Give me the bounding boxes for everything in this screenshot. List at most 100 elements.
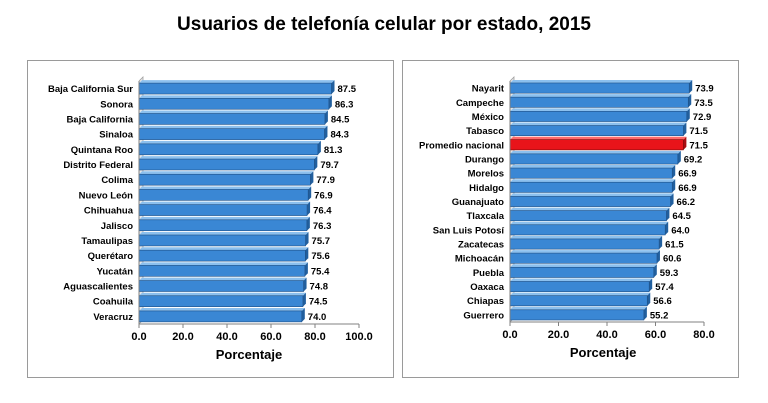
bar-end-face [324, 110, 328, 125]
data-label: 76.9 [314, 190, 333, 201]
bar-end-face [307, 201, 311, 216]
data-label: 60.6 [663, 254, 682, 265]
category-label: Durango [465, 154, 504, 165]
bar-end-face [665, 221, 669, 235]
category-label: Veracruz [93, 312, 133, 323]
x-tick-label: 60.0 [260, 331, 281, 343]
bar-end-face [666, 207, 670, 221]
bar [509, 238, 660, 250]
bar-top-face [139, 201, 311, 205]
category-label: Quintana Roo [71, 145, 133, 156]
x-axis-title: Porcentaje [216, 347, 282, 362]
bar-end-face [647, 292, 651, 306]
bar [509, 82, 690, 94]
bar-top-face [139, 125, 328, 129]
data-label: 59.3 [660, 268, 679, 279]
bar-top-face [139, 216, 310, 220]
data-label: 74.0 [308, 312, 327, 323]
data-label: 76.4 [313, 206, 332, 217]
x-tick-label: 0.0 [131, 331, 146, 343]
category-label: San Luis Potosí [433, 225, 505, 236]
bar-top-face [139, 277, 307, 281]
bar-top-face [510, 235, 663, 239]
bar [509, 111, 688, 122]
data-label: 84.3 [330, 130, 349, 141]
bar-end-face [328, 95, 332, 110]
bar-top-face [139, 232, 309, 236]
bar-end-face [683, 136, 687, 150]
data-label: 81.3 [324, 145, 343, 156]
category-label: Nayarit [472, 84, 505, 95]
bar-end-face [305, 247, 309, 262]
left-bar-chart: Baja California Sur 87.5 Sonora 86.3 Baja Ca… [48, 76, 373, 362]
bar-end-face [672, 179, 676, 193]
bar-end-face [649, 278, 653, 292]
bar [509, 266, 655, 278]
bar-end-face [306, 216, 310, 231]
bar-top-face [510, 122, 687, 126]
data-label: 71.5 [689, 126, 708, 137]
bar [509, 281, 650, 292]
category-label: Tabasco [466, 126, 504, 137]
bar-end-face [677, 150, 681, 165]
bar [509, 125, 684, 137]
category-label: Guerrero [463, 310, 504, 321]
data-label: 75.6 [311, 251, 330, 262]
bar-top-face [510, 150, 681, 154]
data-label: 57.4 [655, 282, 674, 293]
data-label: 66.2 [677, 197, 696, 208]
bar-end-face [656, 250, 660, 264]
bar [138, 295, 304, 307]
data-label: 72.9 [693, 112, 712, 123]
bar-top-face [139, 292, 306, 296]
bar-top-face [139, 80, 335, 84]
data-label: 66.9 [678, 183, 697, 194]
bar-top-face [510, 136, 687, 140]
category-label: Campeche [456, 98, 504, 109]
bar [138, 173, 311, 186]
bar [509, 210, 667, 222]
bar-end-face [304, 262, 308, 277]
bar [138, 158, 315, 171]
data-label: 64.0 [671, 225, 690, 236]
category-label: Baja California [66, 114, 133, 125]
bar-end-face [683, 122, 687, 136]
x-tick-label: 40.0 [216, 331, 237, 343]
bar [509, 181, 673, 193]
bar-end-face [659, 235, 663, 250]
x-tick-label: 80.0 [304, 331, 325, 343]
category-label: Baja California Sur [48, 84, 133, 95]
category-label: Yucatán [97, 266, 134, 277]
data-label: 69.2 [684, 154, 703, 165]
bar-top-face [139, 262, 308, 266]
bar [509, 295, 648, 307]
data-label: 84.5 [331, 114, 350, 125]
data-label: 74.8 [310, 282, 329, 293]
chart-title: Usuarios de telefonía celular por estado… [177, 14, 591, 35]
category-label: Sinaloa [99, 130, 134, 141]
data-label: 71.5 [689, 140, 708, 151]
category-label: Oaxaca [470, 282, 505, 293]
bar-top-face [510, 306, 647, 310]
bar-end-face [672, 165, 676, 179]
bar-end-face [324, 125, 328, 140]
bar-top-face [510, 292, 651, 296]
bar [509, 96, 689, 108]
bar-top-face [510, 278, 653, 282]
category-label: Chiapas [467, 296, 504, 307]
bar [138, 143, 319, 156]
bar-end-face [308, 186, 312, 201]
data-label: 56.6 [653, 296, 672, 307]
data-label: 61.5 [665, 240, 684, 251]
x-tick-label: 20.0 [172, 331, 193, 343]
data-label: 77.9 [316, 175, 335, 186]
x-tick-label: 60.0 [645, 329, 666, 341]
bar-end-face [670, 193, 674, 207]
category-label: Distrito Federal [63, 160, 133, 171]
bar [509, 252, 658, 264]
category-label: Zacatecas [458, 240, 504, 251]
bar [509, 153, 679, 165]
data-label: 75.7 [312, 236, 331, 247]
bar-end-face [331, 80, 335, 95]
bar-top-face [510, 165, 676, 169]
